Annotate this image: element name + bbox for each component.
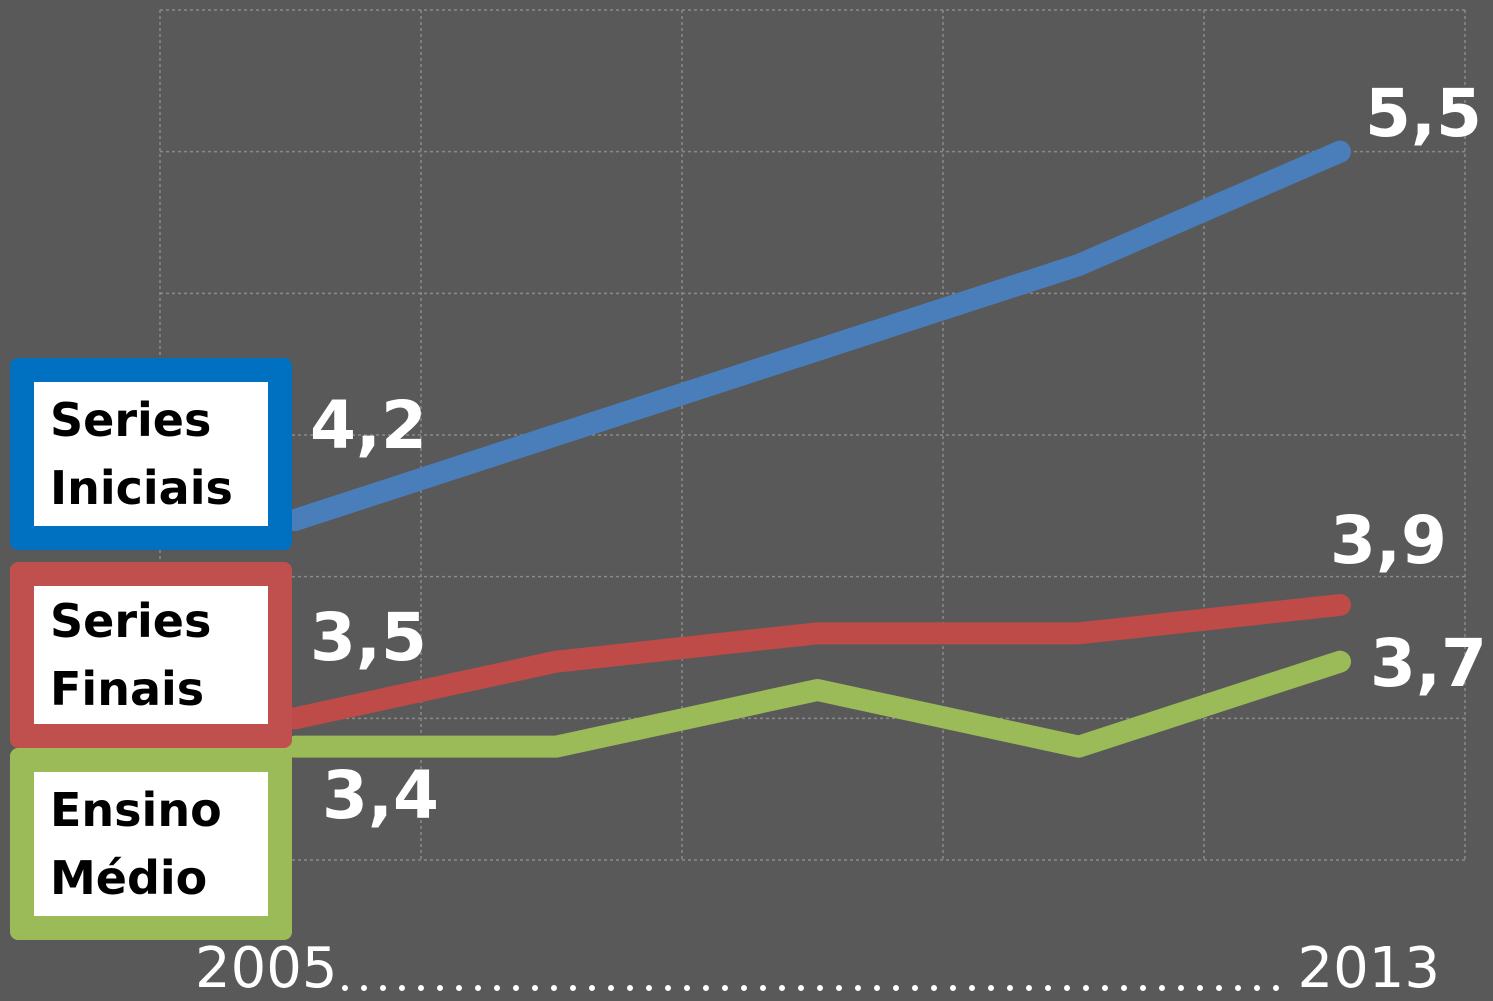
- legend-label: Series Iniciais: [50, 393, 233, 515]
- x-tick-label: 2013: [1297, 936, 1440, 1001]
- data-label: 4,2: [310, 387, 427, 464]
- legend-item: Series Finais: [10, 562, 292, 748]
- legend-item: Ensino Médio: [10, 748, 292, 940]
- legend-label: Series Finais: [50, 594, 212, 716]
- data-label: 3,7: [1370, 625, 1487, 702]
- legend-label: Ensino Médio: [50, 783, 222, 905]
- series-line: [284, 140, 1351, 531]
- x-tick-label: 2005: [195, 936, 338, 1001]
- series-line: [284, 650, 1351, 758]
- data-label: 3,9: [1330, 502, 1447, 579]
- legend-item: Series Iniciais: [10, 358, 292, 550]
- data-label: 3,4: [322, 757, 439, 834]
- data-label: 3,5: [310, 599, 427, 676]
- series-line: [284, 594, 1351, 730]
- data-label: 5,5: [1365, 75, 1482, 152]
